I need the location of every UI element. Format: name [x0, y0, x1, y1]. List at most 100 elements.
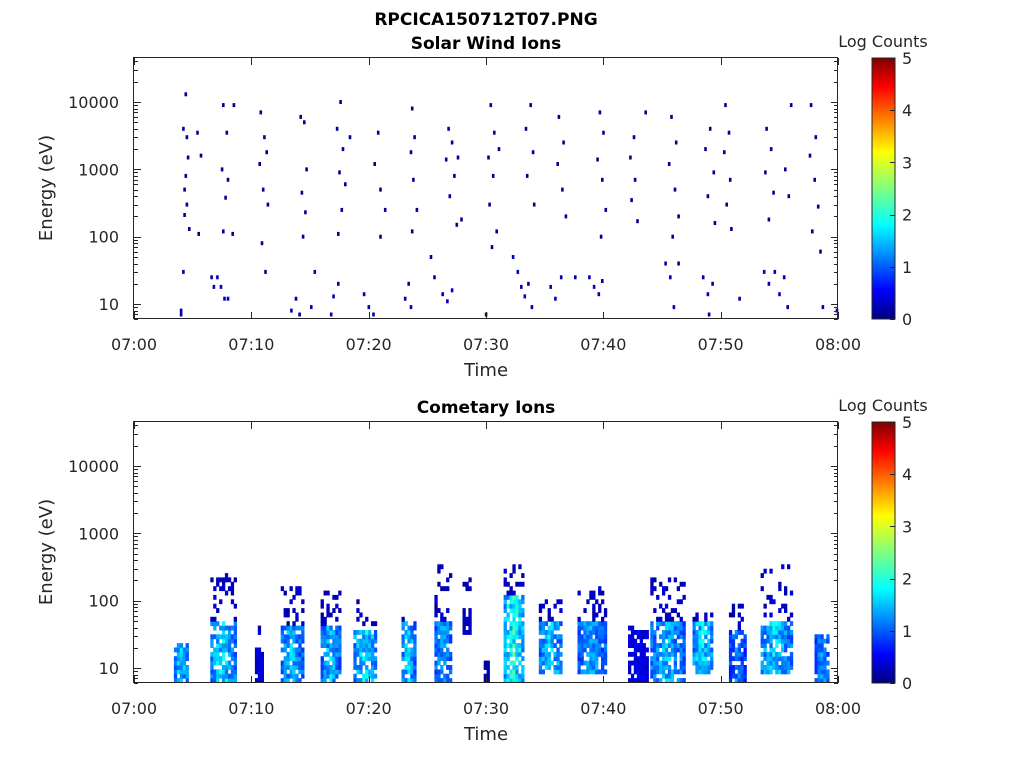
heatmap-cell — [335, 603, 339, 609]
heatmap-cell — [767, 217, 771, 222]
heatmap-cell — [650, 673, 654, 679]
heatmap-cell — [550, 660, 554, 666]
heatmap-cell — [544, 634, 548, 640]
heatmap-cell — [772, 190, 775, 195]
heatmap-cell — [518, 678, 522, 683]
heatmap-cell — [493, 130, 496, 135]
heatmap-cell — [512, 625, 516, 631]
heatmap-cell — [219, 656, 223, 662]
heatmap-cell — [280, 669, 284, 675]
heatmap-cell — [639, 673, 643, 679]
heatmap-cell — [446, 651, 450, 657]
heatmap-cell — [283, 612, 287, 618]
heatmap-cell — [692, 647, 696, 653]
heatmap-cell — [295, 651, 299, 657]
heatmap-cell — [440, 612, 444, 618]
heatmap-cell — [443, 643, 447, 648]
heatmap-cell — [676, 625, 680, 631]
y-tick-label: 1000 — [78, 524, 119, 543]
heatmap-cell — [698, 643, 702, 648]
heatmap-cell — [561, 187, 564, 192]
heatmap-cell — [630, 673, 635, 679]
heatmap-cell — [553, 634, 557, 640]
heatmap-cell — [650, 656, 654, 662]
heatmap-cell — [233, 656, 237, 662]
heatmap-cell — [179, 643, 184, 648]
heatmap-cell — [182, 673, 186, 679]
heatmap-cell — [577, 616, 581, 622]
heatmap-cell — [577, 625, 581, 631]
heatmap-cell — [673, 187, 677, 192]
heatmap-cell — [401, 616, 405, 622]
heatmap-cell — [692, 660, 696, 666]
heatmap-cell — [784, 167, 787, 172]
heatmap-cell — [295, 590, 299, 596]
heatmap-cell — [820, 678, 824, 683]
heatmap-cell — [708, 126, 712, 131]
heatmap-cell — [784, 647, 788, 653]
heatmap-cell — [784, 590, 788, 596]
heatmap-cell — [592, 669, 596, 675]
heatmap-cell — [556, 647, 560, 653]
heatmap-cell — [515, 651, 519, 657]
heatmap-cell — [298, 678, 302, 683]
heatmap-cell — [760, 669, 764, 675]
heatmap-cell — [449, 634, 453, 640]
y-tick-label: 1000 — [78, 160, 119, 179]
heatmap-cell — [826, 651, 830, 657]
panel-2-title: Cometary Ions — [417, 398, 556, 418]
heatmap-cell — [521, 581, 525, 587]
y-tick-label: 10000 — [68, 457, 119, 476]
heatmap-cell — [224, 195, 227, 200]
heatmap-cell — [407, 678, 411, 683]
heatmap-cell — [580, 669, 584, 675]
heatmap-cell — [440, 621, 444, 627]
heatmap-cell — [820, 638, 824, 644]
heatmap-cell — [213, 594, 217, 600]
heatmap-cell — [556, 599, 560, 605]
heatmap-cell — [706, 292, 710, 297]
heatmap-cell — [737, 656, 741, 662]
heatmap-cell — [778, 608, 782, 613]
heatmap-cell — [602, 130, 605, 135]
heatmap-cell — [659, 651, 663, 657]
heatmap-cell — [440, 656, 444, 662]
heatmap-cell — [335, 643, 339, 648]
heatmap-cell — [227, 673, 232, 679]
heatmap-cell — [521, 673, 525, 679]
heatmap-cell — [404, 656, 408, 662]
heatmap-cell — [512, 630, 516, 635]
heatmap-cell — [769, 621, 773, 627]
heatmap-cell — [786, 305, 789, 310]
heatmap-cell — [645, 634, 649, 640]
heatmap-cell — [817, 643, 821, 648]
heatmap-cell — [332, 638, 336, 644]
heatmap-cell — [404, 643, 408, 648]
heatmap-cell — [222, 634, 226, 640]
heatmap-cell — [769, 594, 773, 600]
heatmap-cell — [450, 140, 454, 145]
heatmap-cell — [295, 647, 299, 653]
heatmap-cell — [664, 665, 669, 670]
heatmap-cell — [216, 673, 220, 679]
heatmap-cell — [704, 612, 708, 618]
heatmap-cell — [359, 660, 363, 666]
heatmap-cell — [695, 656, 699, 662]
heatmap-cell — [210, 638, 214, 644]
heatmap-cell — [737, 612, 741, 618]
heatmap-cell — [362, 656, 366, 662]
heatmap-cell — [356, 643, 360, 648]
heatmap-cell — [547, 651, 551, 657]
heatmap-cell — [338, 634, 342, 640]
heatmap-cell — [547, 665, 551, 670]
heatmap-cell — [521, 608, 525, 613]
heatmap-cell — [468, 630, 472, 635]
heatmap-cell — [486, 673, 490, 679]
heatmap-cell — [401, 638, 405, 644]
heatmap-cell — [772, 665, 776, 670]
heatmap-cell — [773, 269, 777, 274]
heatmap-cell — [553, 665, 557, 670]
heatmap-cell — [787, 616, 791, 622]
heatmap-cell — [468, 625, 472, 631]
heatmap-cell — [550, 638, 554, 644]
